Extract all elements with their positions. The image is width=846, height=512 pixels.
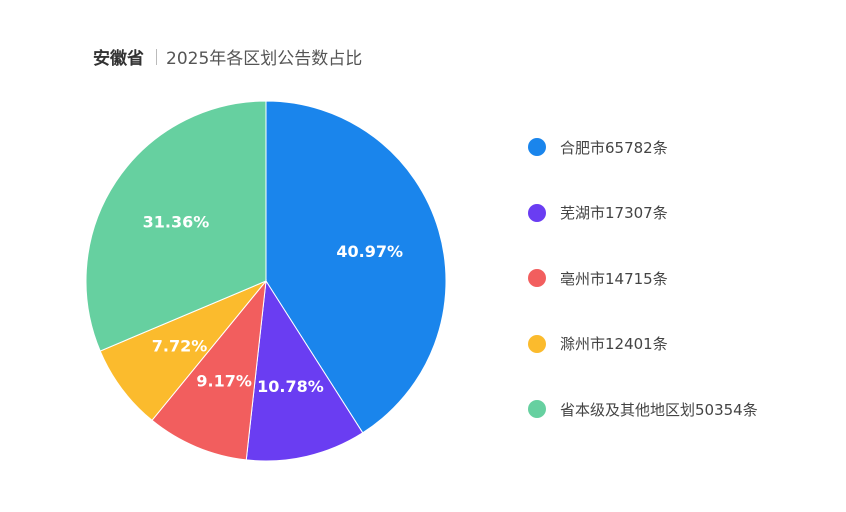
legend-item[interactable]: 滁州市12401条 [528, 333, 758, 355]
slice-percent-label: 31.36% [143, 212, 210, 231]
legend-label: 芜湖市17307条 [560, 204, 668, 222]
chart-title: 安徽省 2025年各区划公告数占比 [93, 44, 362, 69]
legend-color-dot [528, 334, 546, 353]
title-divider [156, 48, 157, 65]
slice-percent-label: 9.17% [196, 372, 252, 391]
legend-label: 滁州市12401条 [560, 335, 668, 353]
legend-item[interactable]: 亳州市14715条 [528, 267, 758, 289]
legend-label: 亳州市14715条 [560, 269, 668, 288]
legend-color-dot [528, 269, 546, 287]
legend-item[interactable]: 省本级及其他地区划50354条 [528, 398, 758, 420]
chart-subtitle: 2025年各区划公告数占比 [166, 49, 363, 69]
pie-slice[interactable] [245, 279, 364, 462]
legend-label: 合肥市65782条 [560, 138, 668, 157]
chart-legend: 合肥市65782条 芜湖市17307条 亳州市14715条 滁州市12401条省本级及… [528, 136, 758, 464]
legend-item[interactable]: 芜湖市17307条 [528, 202, 758, 224]
province-name: 安徽省 [93, 49, 144, 69]
pie-slice[interactable] [265, 100, 447, 434]
pie-slice[interactable] [85, 100, 267, 352]
slice-percent-label: 7.72% [152, 337, 208, 356]
legend-label: 省本级及其他地区划50354条 [560, 400, 758, 419]
pie-slice[interactable] [151, 279, 267, 461]
slice-percent-label: 40.97% [336, 242, 403, 261]
legend-color-dot [528, 138, 546, 156]
legend-color-dot [528, 203, 546, 222]
legend-color-dot [528, 400, 546, 418]
legend-item[interactable]: 合肥市65782条 [528, 136, 758, 158]
slice-percent-label: 10.78% [257, 377, 324, 396]
